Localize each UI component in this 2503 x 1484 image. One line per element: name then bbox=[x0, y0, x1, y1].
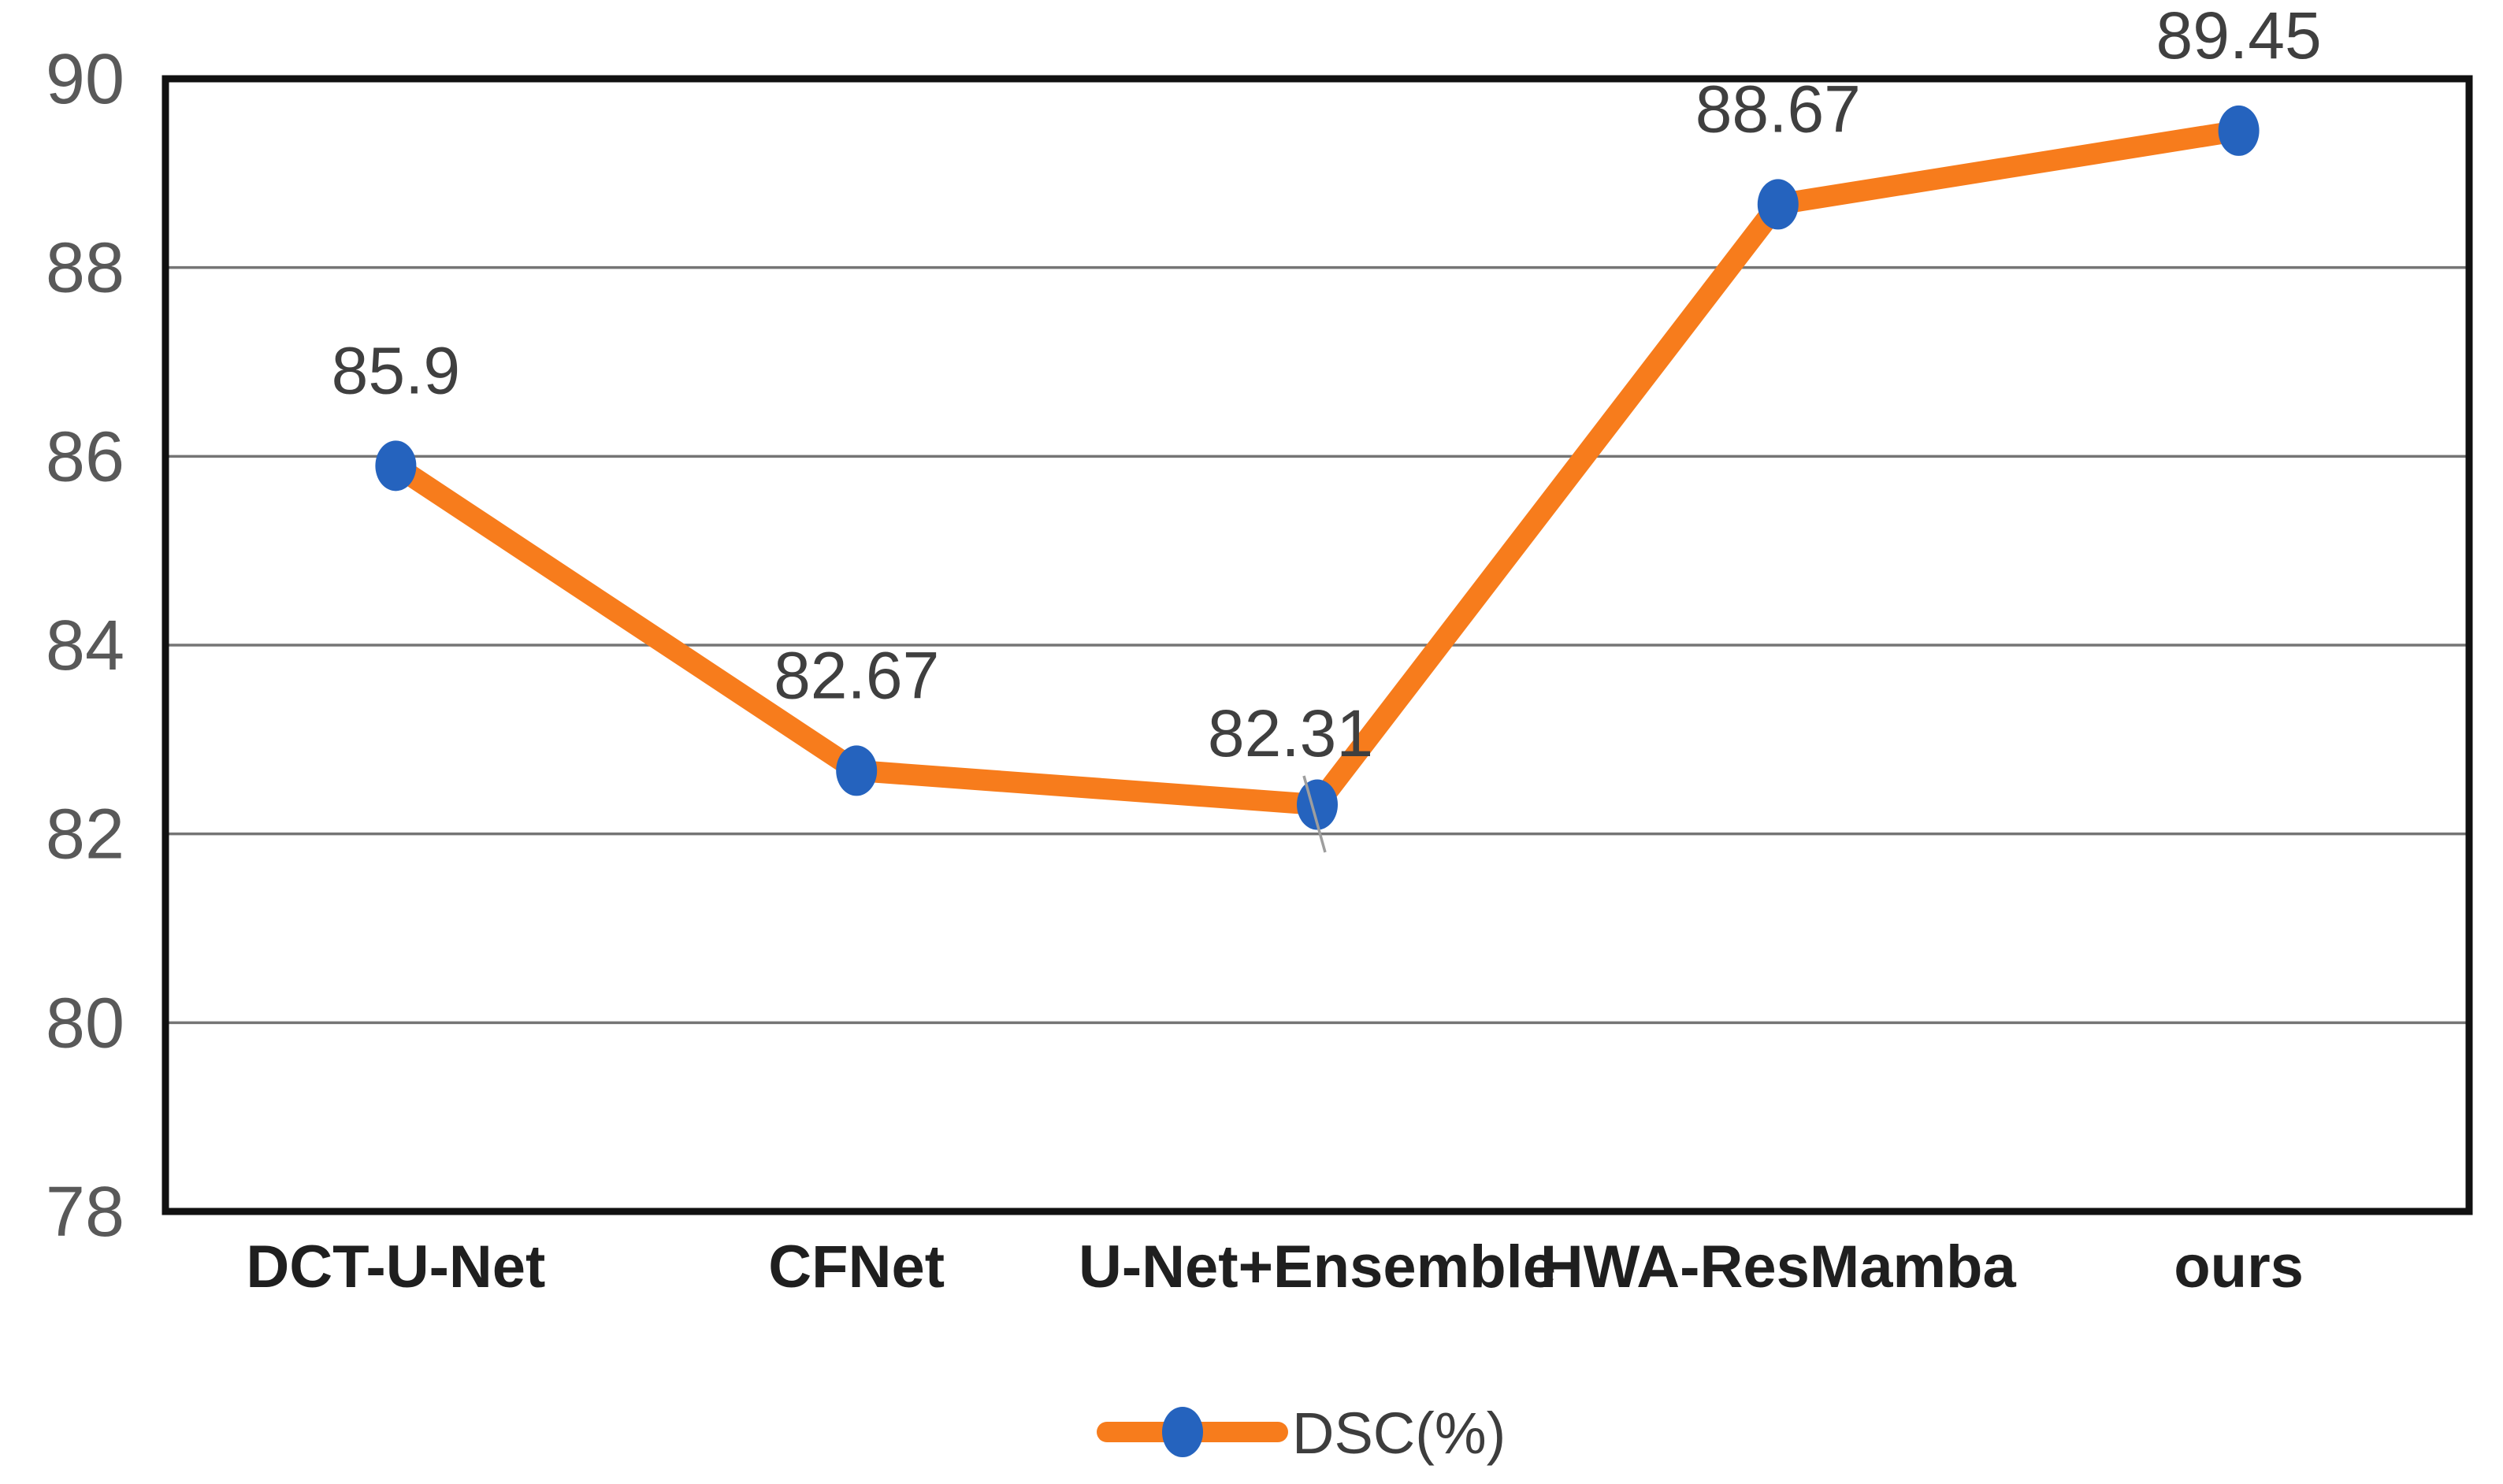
data-label: 82.31 bbox=[1208, 696, 1373, 770]
data-point-marker bbox=[836, 745, 878, 796]
y-tick-label: 90 bbox=[46, 40, 124, 119]
category-label: CFNet bbox=[768, 1234, 945, 1300]
y-tick-label: 84 bbox=[46, 607, 124, 685]
category-label: HWA-ResMamba bbox=[1540, 1234, 2017, 1300]
y-tick-label: 82 bbox=[46, 796, 124, 874]
legend-label: DSC(%) bbox=[1292, 1401, 1506, 1466]
data-label: 89.45 bbox=[2156, 0, 2321, 72]
data-point-marker bbox=[375, 440, 417, 492]
legend-marker-icon bbox=[1162, 1407, 1203, 1457]
x-axis-category-labels: DCT-U-Net CFNet U-Net+EnsembleHWA-ResMamba… bbox=[246, 1234, 2304, 1300]
y-axis-tick-labels: 90 88 86 84 82 80 78 bbox=[46, 40, 124, 1252]
data-point-marker bbox=[2218, 105, 2260, 156]
label-leader-line bbox=[1302, 775, 1327, 853]
series-dsc bbox=[375, 105, 2260, 830]
plot-area-border bbox=[162, 75, 2473, 1215]
data-labels: 85.9 82.67 82.31 88.67 89.45 bbox=[332, 0, 2322, 770]
y-tick-label: 88 bbox=[46, 229, 124, 308]
category-label: ours bbox=[2174, 1234, 2304, 1300]
leader-line bbox=[1302, 775, 1327, 853]
y-tick-label: 80 bbox=[46, 984, 124, 1063]
category-label: U-Net+Ensemble bbox=[1079, 1234, 1556, 1300]
gridlines bbox=[165, 77, 2469, 1213]
y-tick-label: 86 bbox=[46, 417, 124, 496]
data-point-marker bbox=[1757, 179, 1799, 230]
legend: DSC(%) bbox=[1097, 1401, 1506, 1466]
y-tick-label: 78 bbox=[46, 1173, 124, 1252]
data-label: 88.67 bbox=[1695, 72, 1861, 146]
data-label: 85.9 bbox=[332, 333, 461, 407]
category-label: DCT-U-Net bbox=[246, 1234, 545, 1300]
data-label: 82.67 bbox=[774, 638, 939, 712]
